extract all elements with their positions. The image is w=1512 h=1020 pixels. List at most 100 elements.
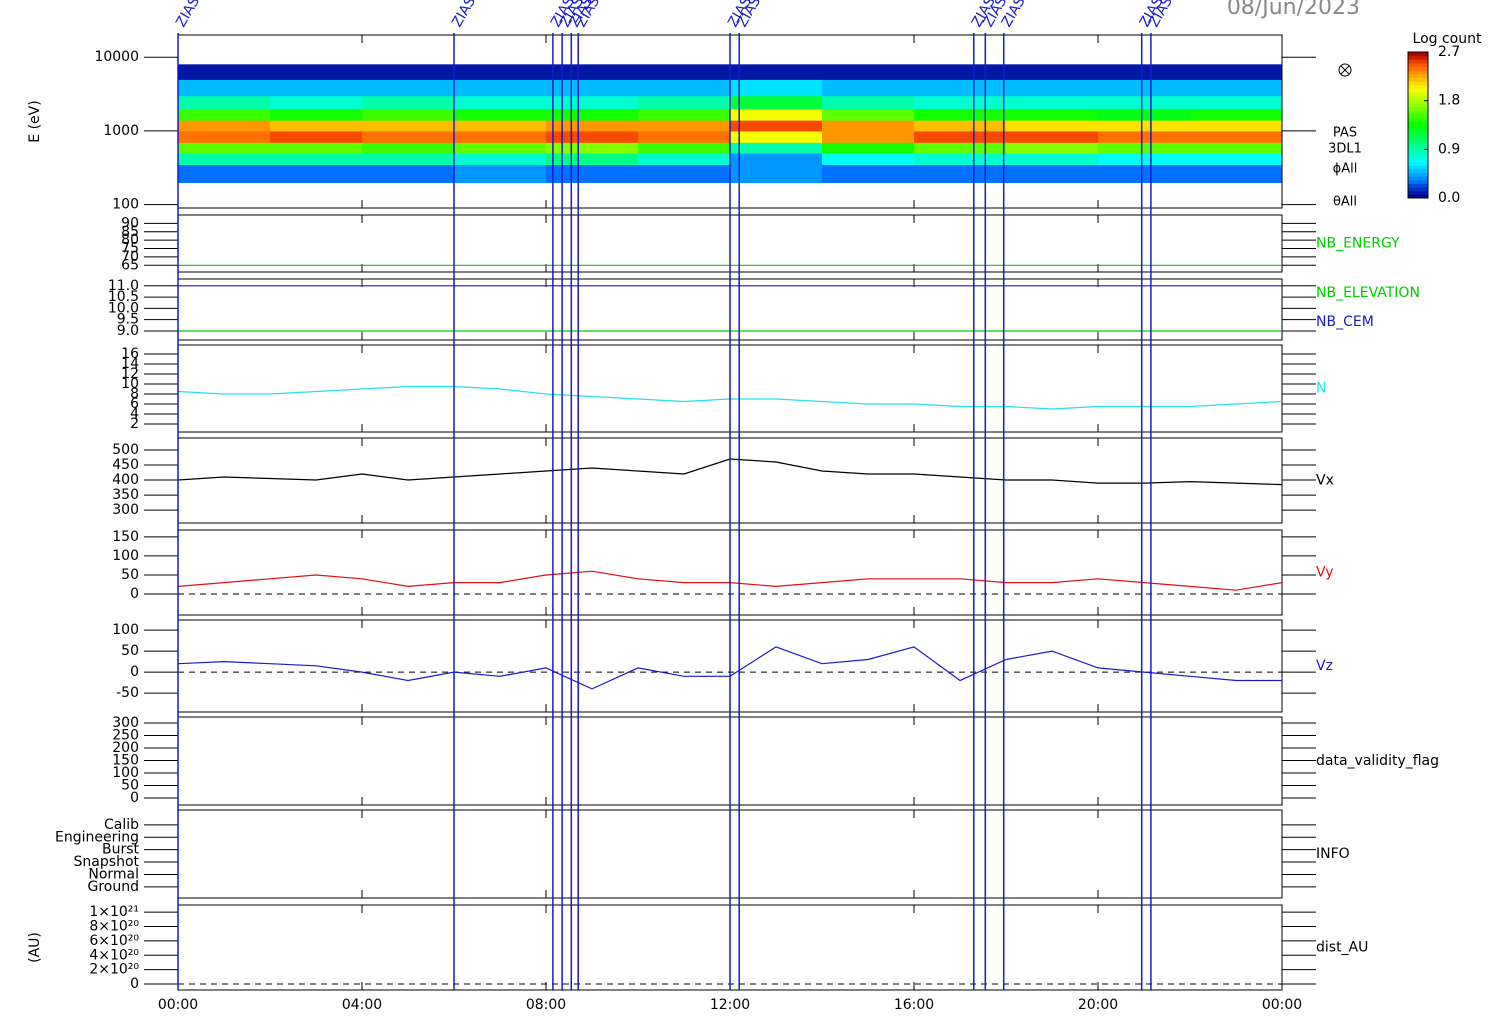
panel-label: INFO [1316,846,1350,862]
heat-cell [1006,153,1099,166]
y-tick-label: 9.0 [117,323,139,339]
heat-cell [822,79,915,97]
y-tick-label: -50 [116,685,139,701]
heat-cell [270,79,363,97]
chart-title: 08/Jun/2023 [1227,0,1360,20]
heat-cell [270,153,363,166]
heat-cell [1190,130,1283,143]
colorbar-step [1408,55,1428,60]
y-tick-label: Engineering [55,829,139,845]
y-tick-label: 11.0 [108,278,139,294]
y-tick-label: 10000 [94,49,139,65]
colorbar-step [1408,62,1428,68]
colorbar-step [1408,84,1428,89]
x-tick-label: 16:00 [894,997,934,1013]
colorbar-step [1408,190,1428,195]
heat-cell [1190,64,1283,80]
y-tick-label: 150 [112,529,139,545]
colorbar-step [1408,150,1428,155]
heat-cell [546,142,639,154]
heat-cell [730,64,823,80]
heat-cell [362,64,455,80]
y-tick-label: 100 [112,765,139,781]
y-tick-label: 100 [112,622,139,638]
cross-symbol [1338,63,1352,77]
y-tick-label: Calib [104,817,139,833]
x-tick-label: 00:00 [158,997,198,1013]
event-label: ZIAS [173,0,203,30]
colorbar-step [1408,146,1428,152]
heat-cell [1006,120,1099,132]
colorbar-step [1408,161,1428,166]
heat-cell [362,142,455,154]
colorbar-step [1408,59,1428,64]
colorbar-step [1408,66,1428,71]
y-tick-label: 0 [130,664,139,680]
y-tick-label: Snapshot [74,854,140,870]
heat-cell [178,64,271,80]
colorbar-label: Log count [1413,31,1482,47]
y-axis-label: (AU) [27,932,43,963]
heat-cell [1006,130,1099,143]
y-tick-label: 100 [112,548,139,564]
heat-cell [1190,120,1283,132]
heat-cell [362,153,455,166]
y-tick-label: 50 [121,567,139,583]
heat-cell [546,164,639,183]
heat-cell [178,120,271,132]
colorbar-step [1408,154,1428,159]
heat-cell [1190,108,1283,121]
colorbar-tick-label: 2.7 [1438,44,1460,60]
y-tick-label: 9.5 [117,312,139,328]
x-tick-label: 00:00 [1262,997,1302,1013]
panel-label: data_validity_flag [1316,753,1439,769]
heat-cell [270,120,363,132]
heat-cell [178,153,271,166]
heat-cell [914,164,1007,183]
y-tick-label: 90 [121,215,139,231]
heat-cell [638,130,731,143]
side-label: ϕAll [1333,162,1358,177]
series-label: NB_ELEVATION [1316,285,1420,301]
colorbar-step [1408,187,1428,192]
colorbar-step [1408,128,1428,133]
colorbar-step [1408,117,1428,122]
colorbar-step [1408,165,1428,170]
heat-cell [546,153,639,166]
heat-cell [1098,79,1191,97]
heat-cell [822,164,915,183]
colorbar-step [1408,70,1428,75]
heat-cell [638,142,731,154]
y-tick-label: 70 [121,249,139,265]
heat-cell [454,153,547,166]
colorbar-step [1408,168,1428,173]
y-tick-label: 450 [112,457,139,473]
colorbar-tick-label: 1.8 [1438,93,1460,109]
side-label: 3DL1 [1328,142,1362,157]
colorbar-step [1408,183,1428,188]
y-tick-label: 300 [112,502,139,518]
heat-cell [362,164,455,183]
heat-cell [730,153,823,166]
colorbar-step [1408,103,1428,108]
x-tick-label: 04:00 [342,997,382,1013]
colorbar-step [1408,125,1428,130]
heat-cell [1098,153,1191,166]
colorbar-step [1408,157,1428,162]
colorbar-step [1408,132,1428,137]
colorbar-step [1408,139,1428,144]
heat-cell [454,79,547,97]
y-tick-label: 200 [112,740,139,756]
heat-cell [638,108,731,121]
y-tick-label: Ground [88,879,140,895]
series-label: Vz [1316,658,1333,674]
y-tick-label: 14 [121,356,139,372]
heat-cell [454,64,547,80]
heat-cell [454,95,547,110]
colorbar-step [1408,106,1428,111]
heat-cell [822,142,915,154]
y-tick-label: 4 [130,406,139,422]
colorbar-step [1408,114,1428,119]
heat-cell [822,153,915,166]
